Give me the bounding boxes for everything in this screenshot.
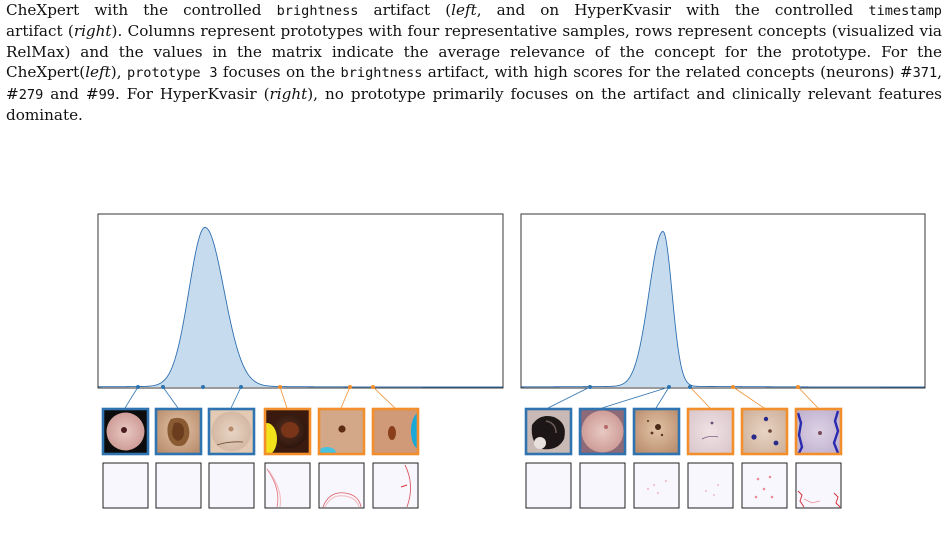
prototype-connector bbox=[547, 386, 591, 409]
mono-term: timestamp bbox=[868, 3, 942, 19]
prototype-marker bbox=[161, 385, 165, 389]
concept-tile-red-specks-sparse bbox=[687, 462, 734, 509]
caption-text: CheXpert with the controlled bbox=[6, 1, 277, 19]
prototype-marker bbox=[731, 385, 735, 389]
prototype-connector bbox=[124, 386, 139, 409]
caption-text: , # bbox=[6, 63, 942, 103]
prototype-tile-pale-skin-with-hair bbox=[207, 407, 256, 456]
mono-term: brightness bbox=[276, 3, 359, 19]
prototype-marker bbox=[136, 385, 140, 389]
mono-term: prototype 3 bbox=[126, 65, 218, 82]
prototype-tile-dark-black-lesion bbox=[524, 407, 573, 456]
prototype-connector bbox=[230, 386, 242, 409]
prototype-tile-pale-skin-marker bbox=[686, 407, 735, 456]
panel-left bbox=[97, 213, 504, 509]
concept-tile-blank bbox=[102, 462, 149, 509]
concept-tile-red-arc-right bbox=[372, 462, 419, 509]
mono-term: 279 bbox=[18, 86, 44, 103]
prototype-connector bbox=[372, 386, 396, 409]
mono-term: brightness bbox=[340, 65, 423, 82]
prototype-tile-cyan-patch-small-lesion bbox=[317, 407, 366, 456]
concept-tile-red-circle bbox=[318, 462, 365, 509]
prototype-marker bbox=[588, 385, 592, 389]
prototype-marker bbox=[688, 385, 692, 389]
concept-tile-red-specks bbox=[633, 462, 680, 509]
concept-tile-blank bbox=[155, 462, 202, 509]
prototype-connector bbox=[279, 386, 288, 409]
caption-text: focuses on the bbox=[217, 63, 341, 82]
prototype-marker bbox=[796, 385, 800, 389]
caption-body: artifact (right). Columns represent prot… bbox=[6, 21, 942, 125]
caption-text: ). Columns represent prototypes with fou… bbox=[6, 22, 942, 82]
prototype-tile-yellow-bright-patch-lesion bbox=[263, 407, 312, 456]
concept-tile-blank bbox=[579, 462, 626, 509]
prototype-connector bbox=[162, 386, 179, 409]
mono-term: 371 bbox=[912, 65, 938, 82]
prototype-connector bbox=[655, 386, 670, 409]
emphasis: left bbox=[451, 1, 477, 19]
concept-tile-blank bbox=[208, 462, 255, 509]
caption-line-1: CheXpert with the controlled brightness … bbox=[6, 0, 942, 21]
prototype-connector bbox=[689, 386, 711, 409]
mono-term: 99 bbox=[98, 86, 115, 103]
prototype-marker bbox=[348, 385, 352, 389]
caption-text: , and on HyperKvasir with the controlled bbox=[476, 1, 869, 19]
prototype-tile-dark-circle-skin-lesion bbox=[101, 407, 150, 456]
density-curve bbox=[520, 230, 925, 388]
caption-text: ), no prototype primarily focuses on the… bbox=[6, 84, 942, 125]
caption-text: ), bbox=[110, 63, 127, 82]
caption-text: artifact, with high scores for the relat… bbox=[422, 63, 913, 82]
prototype-marker bbox=[371, 385, 375, 389]
emphasis: left bbox=[85, 63, 111, 82]
prototype-connector bbox=[601, 386, 670, 409]
concept-tile-red-specks-mid bbox=[741, 462, 788, 509]
prototype-marker bbox=[278, 385, 282, 389]
figure-caption: CheXpert with the controlled brightness … bbox=[6, 0, 942, 125]
concept-tile-red-scribble bbox=[795, 462, 842, 509]
caption-text: artifact ( bbox=[358, 1, 452, 19]
caption-text: and # bbox=[43, 84, 99, 103]
concept-tile-blank bbox=[525, 462, 572, 509]
prototype-tile-blue-ink-dots bbox=[740, 407, 789, 456]
prototype-connector bbox=[797, 386, 819, 409]
prototype-tile-brown-irregular-skin-lesion bbox=[154, 407, 203, 456]
panel-right bbox=[520, 213, 926, 509]
density-curve bbox=[98, 226, 503, 388]
prototype-tile-blue-edge-brown-lesion bbox=[371, 407, 420, 456]
density-area bbox=[521, 231, 925, 387]
density-area bbox=[98, 227, 503, 387]
caption-text: . For HyperKvasir ( bbox=[114, 84, 270, 103]
prototype-tile-pink-skin-lesion bbox=[578, 407, 627, 456]
prototype-tile-blue-ink-edges bbox=[794, 407, 843, 456]
concept-tile-red-arc bbox=[264, 462, 311, 509]
density-plot-frame bbox=[520, 213, 926, 389]
prototype-marker bbox=[239, 385, 243, 389]
prototype-marker bbox=[667, 385, 671, 389]
emphasis: right bbox=[269, 84, 308, 103]
density-plot-frame bbox=[97, 213, 504, 389]
caption-text: artifact ( bbox=[6, 22, 74, 41]
prototype-marker bbox=[201, 385, 205, 389]
prototype-connector bbox=[732, 386, 765, 409]
emphasis: right bbox=[73, 22, 112, 41]
prototype-connector bbox=[340, 386, 351, 409]
prototype-tile-brown-dotted-lesion bbox=[632, 407, 681, 456]
